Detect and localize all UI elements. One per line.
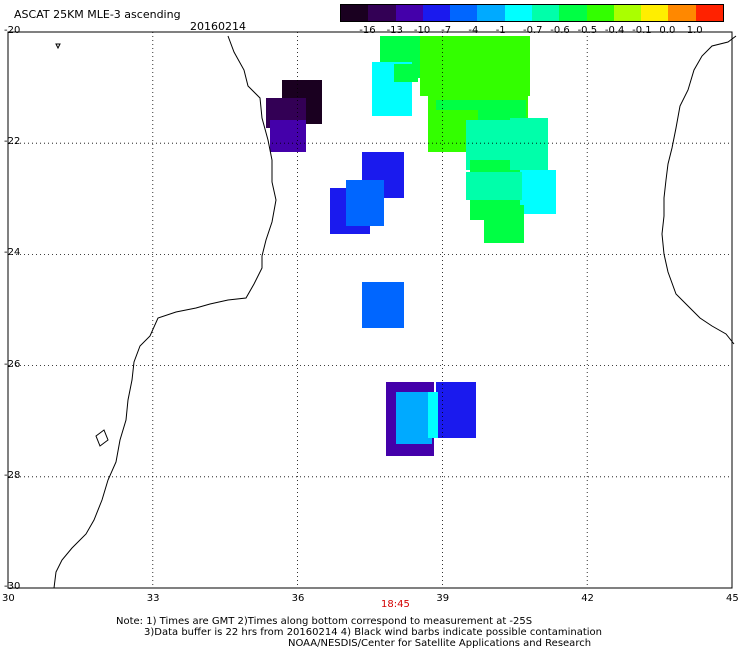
note-line-1: Note: 1) Times are GMT 2)Times along bot… (116, 616, 533, 627)
longitude-label: 30 (2, 593, 15, 604)
wind-swath-cell (484, 205, 524, 243)
wind-swath-cell (346, 180, 384, 226)
color-scale-swatch (504, 5, 532, 21)
latitude-label: -20 (4, 25, 21, 36)
color-scale-label: 1.0 (686, 25, 703, 36)
color-scale-label: -0.6 (550, 25, 570, 36)
latitude-label: -24 (4, 247, 21, 259)
color-scale-swatch (613, 5, 642, 21)
color-scale-label: -16 (359, 25, 376, 36)
longitude-label: 36 (291, 593, 305, 604)
madagascar-coastline (661, 35, 737, 345)
color-scale-label: -10 (413, 25, 431, 36)
color-scale-swatch (477, 5, 505, 21)
color-scale-swatch (668, 5, 696, 21)
wind-swath-cell (428, 392, 438, 438)
color-scale-label: -0.4 (604, 25, 625, 36)
color-scale-swatch (450, 5, 478, 21)
color-scale-label: -0.7 (523, 25, 543, 36)
latitude-label: -28 (4, 469, 21, 481)
map-title: ASCAT 25KM MLE-3 ascending (14, 8, 181, 21)
latitude-label: -22 (4, 136, 21, 148)
color-scale-swatch (341, 5, 369, 21)
island-outline (55, 43, 61, 50)
plot-frame (7, 31, 733, 589)
latitude-label: -30 (4, 581, 21, 592)
color-scale-swatch (422, 5, 451, 21)
longitude-label: 42 (581, 593, 594, 604)
pass-time-label: 18:45 (381, 599, 410, 610)
wind-swath-cell (396, 392, 432, 444)
latitude-label: -26 (4, 358, 21, 370)
color-scale-label: -4 (468, 25, 479, 36)
longitude-label: 33 (146, 593, 160, 604)
wind-swath-cell (372, 62, 382, 82)
note-line-2: 3)Data buffer is 22 hrs from 20160214 4)… (144, 627, 602, 638)
color-scale-label: -0.5 (577, 25, 598, 36)
color-scale-label: -13 (386, 25, 403, 36)
wind-swath-cell (510, 118, 548, 170)
color-scale-swatch (559, 5, 587, 21)
color-scale-swatch (695, 5, 723, 21)
wind-swath-cell (362, 282, 404, 328)
color-scale-swatch (641, 5, 669, 21)
note-line-3: NOAA/NESDIS/Center for Satellite Applica… (288, 638, 592, 649)
color-scale-label: -7 (441, 25, 452, 36)
color-scale-label: -1 (495, 25, 506, 36)
island-outline (95, 429, 109, 447)
color-scale-label: 0.0 (659, 25, 676, 36)
color-scale-label: -0.1 (632, 25, 652, 36)
color-scale-swatch (531, 5, 560, 21)
wind-swath-cell (394, 64, 418, 82)
longitude-label: 45 (726, 593, 739, 604)
wind-swath-cell (270, 120, 306, 152)
mozambique-coastline (53, 35, 277, 589)
color-scale-swatch (395, 5, 423, 21)
color-scale-bar (340, 4, 724, 22)
wind-swath-cell (436, 382, 476, 438)
map-date: 20160214 (190, 20, 246, 33)
color-scale-swatch (368, 5, 396, 21)
wind-swath-cell (466, 172, 522, 200)
color-scale-swatch (586, 5, 614, 21)
longitude-label: 39 (436, 593, 450, 604)
wind-swath-cell (520, 170, 556, 214)
